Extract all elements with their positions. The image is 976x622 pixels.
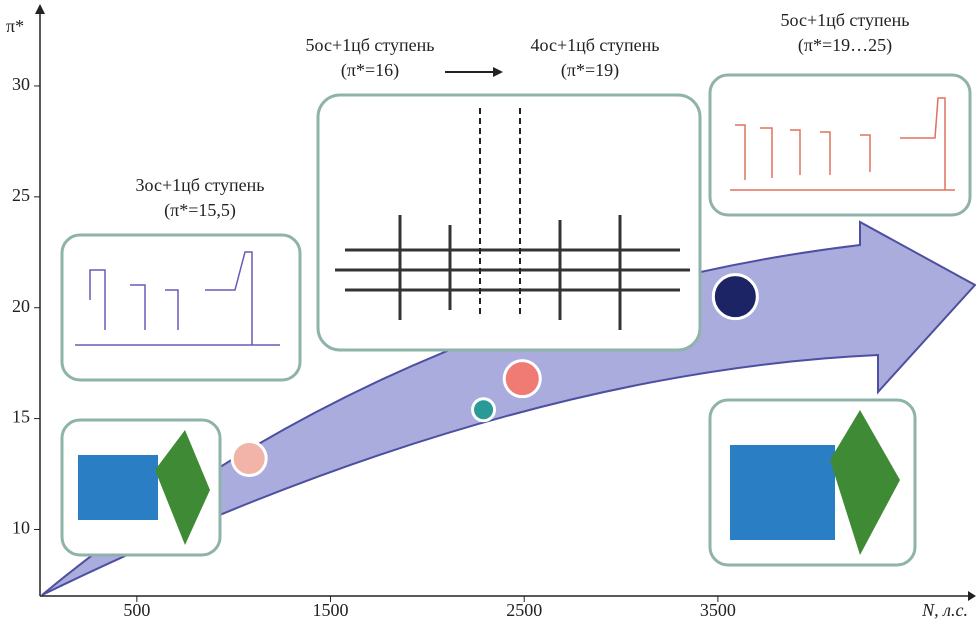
x-tick-label: 1500 (313, 600, 349, 620)
compressor-sketch (710, 75, 970, 215)
y-axis-label: π* (6, 16, 24, 36)
point (473, 399, 495, 421)
point (713, 275, 757, 319)
x-tick-label: 3500 (700, 600, 736, 620)
y-axis-arrow (35, 4, 45, 14)
x-axis-arrow (968, 591, 976, 601)
engine-drawing (318, 95, 700, 350)
y-tick-label: 25 (12, 185, 30, 205)
annotation-ratio: (π*=15,5) (164, 200, 236, 221)
point (232, 442, 266, 476)
y-tick-label: 15 (12, 407, 30, 427)
transition-arrow-head (493, 67, 503, 77)
annotation-ratio: (π*=19…25) (798, 35, 892, 56)
x-tick-label: 2500 (506, 600, 542, 620)
compressor-sketch (62, 235, 300, 380)
x-tick-label: 500 (123, 600, 150, 620)
point (504, 361, 540, 397)
annotation-stage: 5ос+1цб ступень (306, 35, 435, 55)
y-tick-label: 30 (12, 74, 30, 94)
annotation-stage: 4ос+1цб ступень (531, 35, 660, 55)
annotation-ratio: (π*=16) (341, 60, 399, 81)
y-tick-label: 10 (12, 518, 30, 538)
annotation-ratio: (π*=19) (561, 60, 619, 81)
y-tick-label: 20 (12, 296, 30, 316)
chart: π* N, л.с. 500 1500 2500 3500 10 15 20 25 30 3ос+… (0, 0, 976, 622)
annotation-stage: 5ос+1цб ступень (781, 10, 910, 30)
annotation-stage: 3ос+1цб ступень (136, 175, 265, 195)
x-axis-label: N, л.с. (921, 600, 968, 620)
